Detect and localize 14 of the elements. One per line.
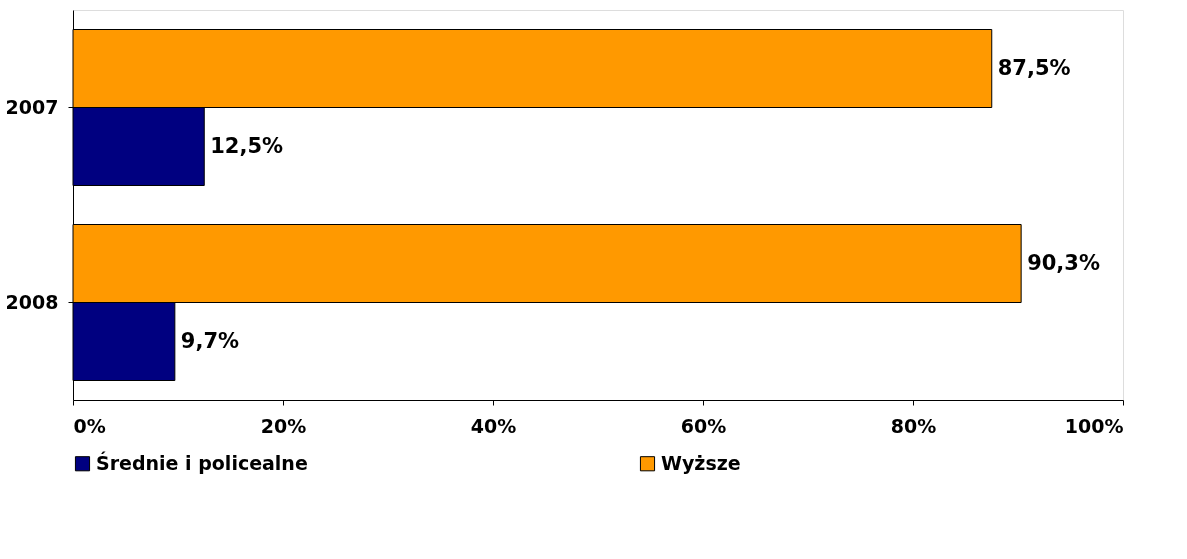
x-tick-label: 0% [73, 414, 106, 437]
data-label: 12,5% [210, 133, 284, 158]
x-tick-label: 80% [890, 414, 937, 437]
y-tick-label: 2007 [5, 95, 59, 118]
x-tick-label: 20% [260, 414, 307, 437]
x-tick-label: 40% [470, 414, 517, 437]
data-label: 90,3% [1027, 250, 1101, 275]
data-label: 87,5% [997, 55, 1071, 80]
x-tick-label: 60% [680, 414, 727, 437]
legend-label: Średnie i policealne [96, 450, 308, 474]
y-tick-label: 2008 [5, 290, 59, 313]
x-tick-label: 100% [1064, 414, 1124, 437]
legend-label: Wyższe [661, 451, 741, 474]
data-label: 9,7% [180, 328, 240, 353]
